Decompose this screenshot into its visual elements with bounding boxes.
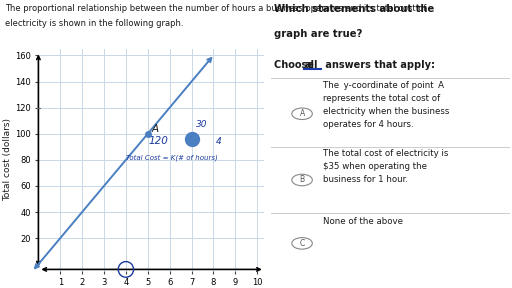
Text: The total cost of electricity is
$35 when operating the
business for 1 hour.: The total cost of electricity is $35 whe… [323, 149, 448, 183]
Text: The  y-coordinate of point  A
represents the total cost of
electricity when the : The y-coordinate of point A represents t… [323, 81, 449, 129]
Text: The proportional relationship between the number of hours a business operates an: The proportional relationship between th… [5, 4, 426, 13]
Text: answers that apply:: answers that apply: [322, 60, 435, 71]
Text: A: A [152, 124, 159, 134]
Text: None of the above: None of the above [323, 217, 402, 226]
Text: 30: 30 [196, 120, 207, 129]
Text: B: B [300, 175, 305, 185]
Text: C: C [300, 239, 305, 248]
Text: Choose: Choose [274, 60, 317, 71]
Text: 4: 4 [216, 137, 221, 146]
Text: 120: 120 [149, 136, 169, 146]
Point [187, 137, 196, 141]
Y-axis label: Total cost (dollars): Total cost (dollars) [3, 118, 12, 201]
Text: all: all [304, 60, 318, 71]
Text: graph are true?: graph are true? [274, 29, 362, 39]
Text: Which statements about the: Which statements about the [274, 4, 434, 14]
Text: Total Cost = K(# of hours): Total Cost = K(# of hours) [126, 155, 218, 161]
Text: A: A [300, 109, 305, 118]
Text: electricity is shown in the following graph.: electricity is shown in the following gr… [5, 19, 184, 28]
